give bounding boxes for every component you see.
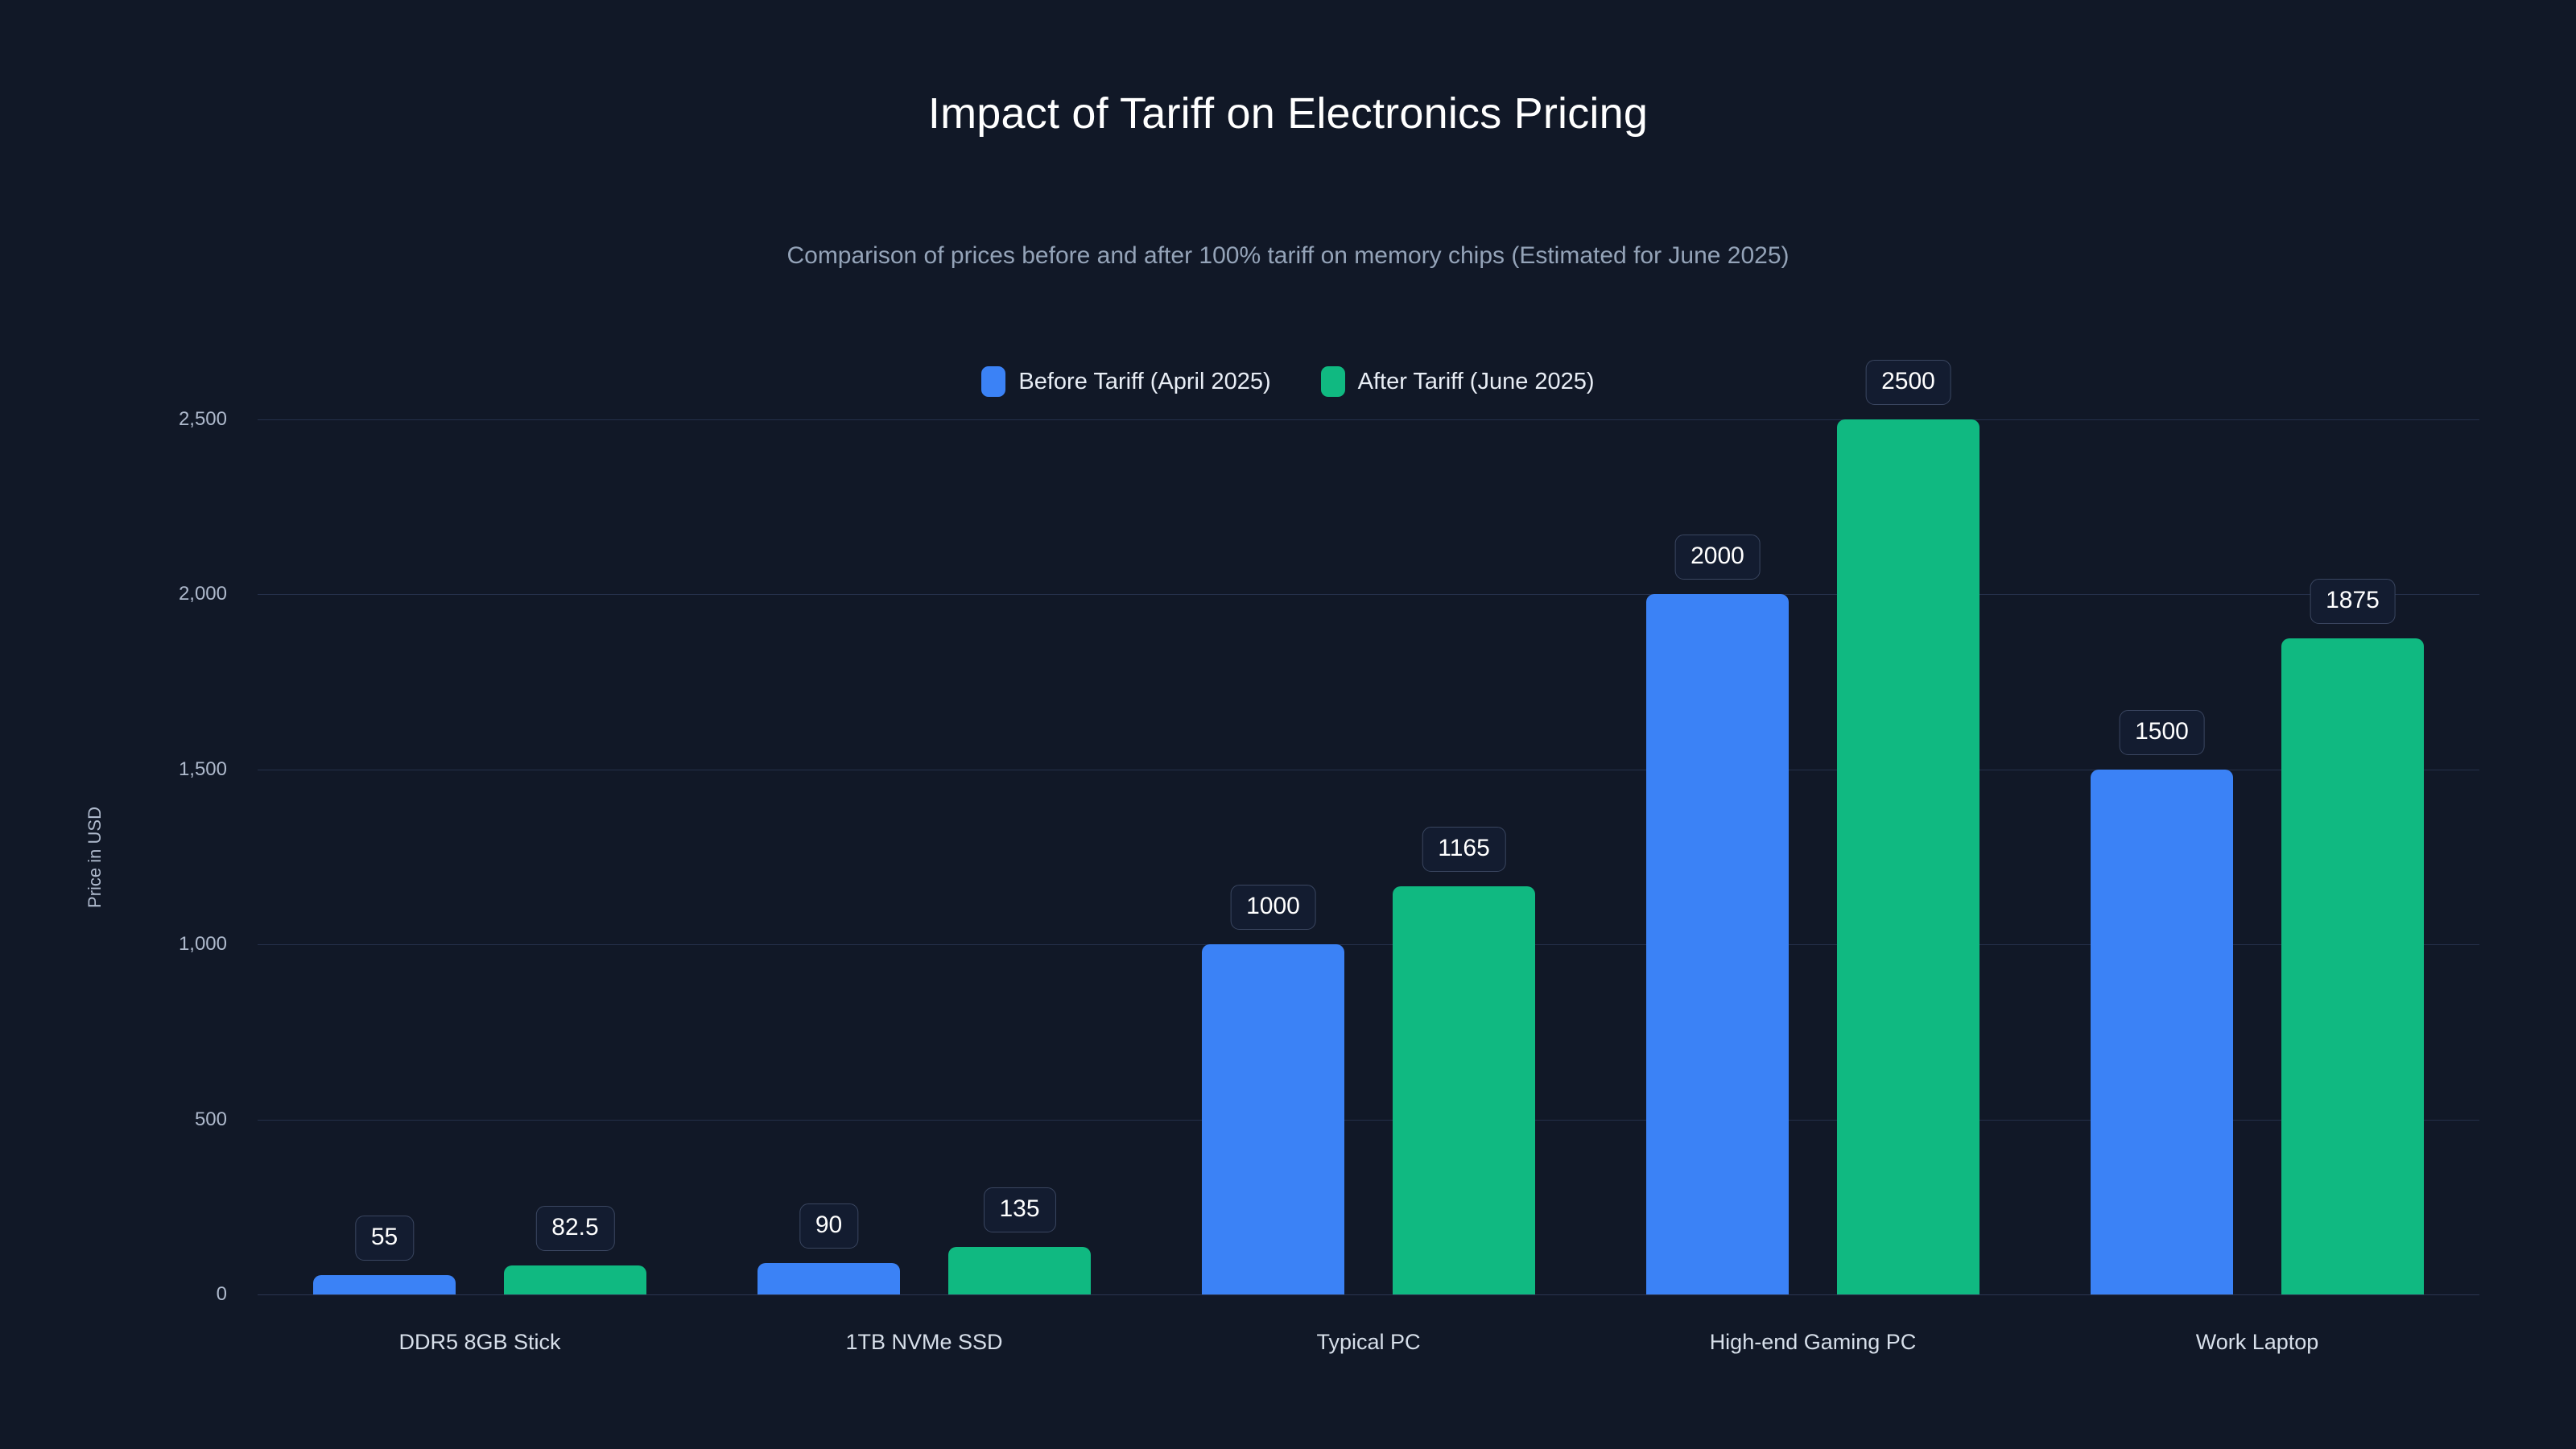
x-axis-tick-label: Work Laptop bbox=[2195, 1330, 2319, 1354]
gridline bbox=[258, 594, 2479, 596]
bar-before-1[interactable] bbox=[758, 1262, 900, 1294]
legend-item-after-tariff[interactable]: After Tariff (June 2025) bbox=[1320, 366, 1595, 397]
bar-after-2[interactable] bbox=[1393, 886, 1535, 1294]
gridline bbox=[258, 1294, 2479, 1295]
bar-before-4[interactable] bbox=[2091, 769, 2233, 1294]
legend-swatch-after-tariff bbox=[1320, 366, 1345, 397]
data-label-before-4: 1500 bbox=[2119, 709, 2205, 755]
bar-after-0[interactable] bbox=[504, 1265, 646, 1294]
gridline bbox=[258, 944, 2479, 946]
data-label-before-2: 1000 bbox=[1230, 885, 1316, 931]
chart-title: Impact of Tariff on Electronics Pricing bbox=[927, 89, 1649, 138]
x-axis-tick-label: High-end Gaming PC bbox=[1709, 1330, 1917, 1354]
legend-label-before-tariff: Before Tariff (April 2025) bbox=[1018, 368, 1271, 394]
gridline bbox=[258, 1119, 2479, 1121]
bar-after-4[interactable] bbox=[2281, 638, 2424, 1294]
x-axis-tick-label: DDR5 8GB Stick bbox=[398, 1330, 561, 1354]
data-label-after-3: 2500 bbox=[1865, 360, 1951, 405]
x-axis-tick-label: Typical PC bbox=[1316, 1330, 1421, 1354]
bar-after-3[interactable] bbox=[1837, 419, 1979, 1294]
x-axis-tick-label: 1TB NVMe SSD bbox=[845, 1330, 1003, 1354]
plot-area bbox=[258, 419, 2479, 1295]
legend-item-before-tariff[interactable]: Before Tariff (April 2025) bbox=[981, 366, 1271, 397]
bar-before-2[interactable] bbox=[1202, 944, 1344, 1294]
legend-label-after-tariff: After Tariff (June 2025) bbox=[1357, 368, 1595, 394]
bar-after-1[interactable] bbox=[948, 1247, 1091, 1294]
data-label-before-0: 55 bbox=[354, 1216, 415, 1261]
bar-before-3[interactable] bbox=[1646, 594, 1789, 1294]
legend-swatch-before-tariff bbox=[981, 366, 1006, 397]
data-label-after-2: 1165 bbox=[1422, 827, 1506, 873]
data-label-before-3: 2000 bbox=[1674, 535, 1761, 580]
bar-before-0[interactable] bbox=[313, 1275, 456, 1294]
gridline bbox=[258, 419, 2479, 420]
data-label-before-1: 90 bbox=[799, 1203, 859, 1249]
chart-legend: Before Tariff (April 2025) After Tariff … bbox=[0, 366, 2576, 397]
data-label-after-1: 135 bbox=[983, 1187, 1056, 1233]
chart-subtitle: Comparison of prices before and after 10… bbox=[786, 242, 1790, 269]
data-label-after-0: 82.5 bbox=[535, 1206, 615, 1252]
data-label-after-4: 1875 bbox=[2310, 578, 2396, 624]
